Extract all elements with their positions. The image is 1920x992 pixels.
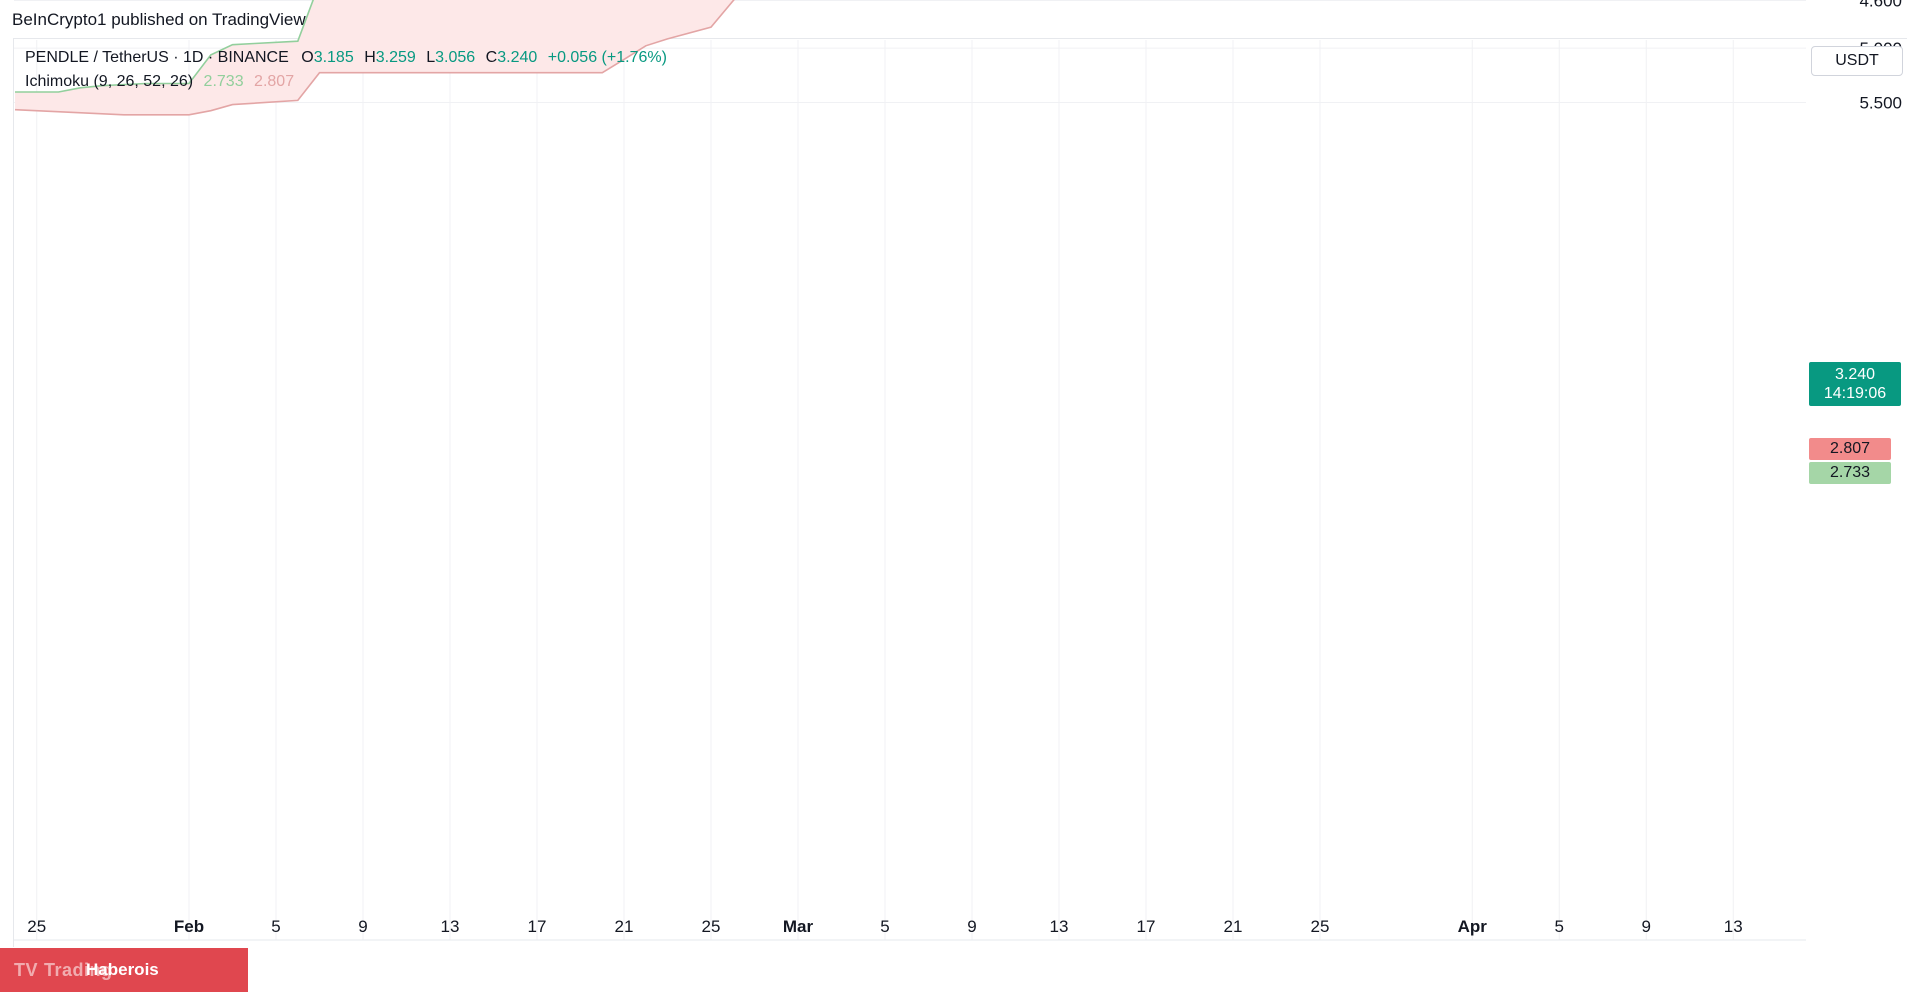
time-tick-label: 13 [1724,917,1743,936]
high-key: H [364,49,376,66]
cloud-fill [15,0,735,115]
time-tick-label: 5 [271,917,280,936]
open-key: O [301,49,314,66]
tradingview-logo: TV Trading [14,960,113,981]
symbol-legend: PENDLE / TetherUS · 1D · BINANCE O3.185 … [25,49,673,67]
span-b-line [14,0,735,116]
grid-layer [14,0,1806,940]
time-tick-label: 5 [1555,917,1564,936]
price-tick-label: 5.500 [1859,94,1902,113]
time-tick-label: Feb [174,917,204,936]
chart-frame [13,38,1907,947]
high-value: 3.259 [375,49,416,66]
watermark-banner: TV Trading Haberois [0,948,248,992]
brand-name: Haberois [86,960,159,979]
time-tick-label: 13 [441,917,460,936]
time-tick-label: 9 [358,917,367,936]
time-tick-label: 9 [967,917,976,936]
time-tick-label: 17 [528,917,547,936]
time-tick-label: 25 [1311,917,1330,936]
time-tick-label: 5 [880,917,889,936]
open-value: 3.185 [313,49,354,66]
currency-selector[interactable]: USDT [1811,46,1903,76]
tv-logo-icon: TV [14,960,39,980]
span-a-line [15,0,314,93]
low-value: 3.056 [435,49,476,66]
time-tick-label: 21 [615,917,634,936]
ichimoku-cloud [15,0,735,115]
symbol-name[interactable]: PENDLE / TetherUS · 1D · BINANCE [25,49,289,66]
time-tick-label: 9 [1642,917,1651,936]
time-tick-label: Apr [1458,917,1488,936]
indicator-value-span-a: 2.733 [203,73,244,90]
last-price-tag: 3.240 14:19:06 [1809,362,1901,406]
change-value: +0.056 (+1.76%) [547,49,667,66]
close-value: 3.240 [497,49,538,66]
time-tick-label: 13 [1050,917,1069,936]
bar-countdown: 14:19:06 [1823,385,1887,402]
last-price-value: 3.240 [1834,366,1876,383]
ichimoku-spans [14,0,735,116]
close-key: C [485,49,498,66]
span-b-tag: 2.807 [1809,438,1891,460]
indicator-name: Ichimoku (9, 26, 52, 26) [25,73,194,90]
time-tick-label: 21 [1224,917,1243,936]
indicator-legend[interactable]: Ichimoku (9, 26, 52, 26) 2.733 2.807 [25,73,294,91]
indicator-value-span-b: 2.807 [254,73,295,90]
time-tick-label: 17 [1137,917,1156,936]
price-tick-label: 4.600 [1859,0,1902,11]
time-tick-label: 25 [27,917,46,936]
low-key: L [426,49,436,66]
time-tick-label: 25 [702,917,721,936]
tradingview-wordmark: Trading [44,960,113,980]
time-tick-label: Mar [783,917,814,936]
time-axis: 25 Feb 5 9 13 17 21 25 Mar 5 9 13 17 21 25 Apr 5 9 13 [14,917,1806,941]
span-a-tag: 2.733 [1809,462,1891,484]
